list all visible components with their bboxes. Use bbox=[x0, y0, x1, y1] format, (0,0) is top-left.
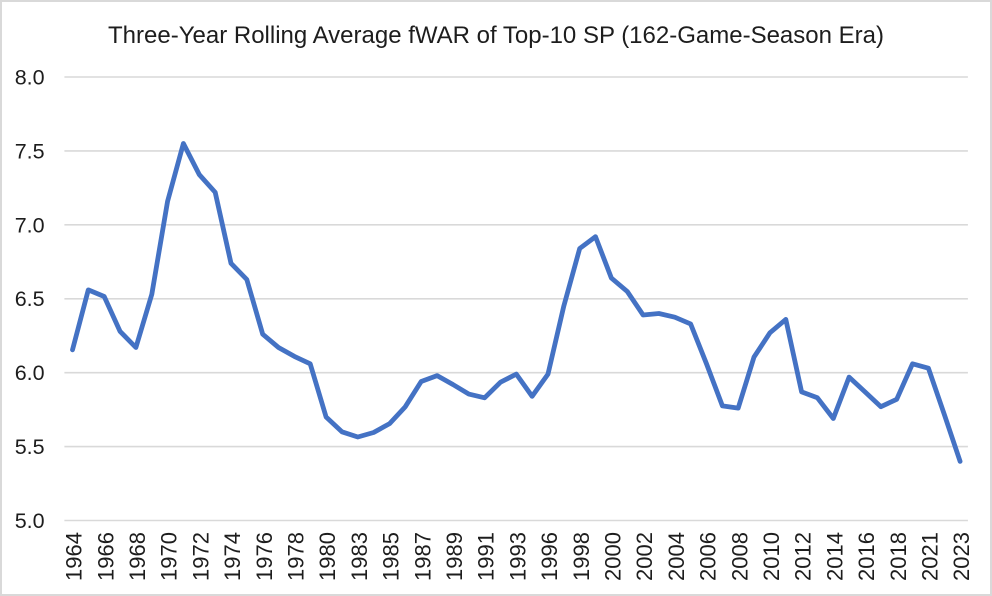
svg-text:2018: 2018 bbox=[886, 532, 911, 581]
svg-text:1989: 1989 bbox=[442, 532, 467, 581]
svg-text:1987: 1987 bbox=[410, 532, 435, 581]
svg-text:1983: 1983 bbox=[347, 532, 372, 581]
svg-text:2000: 2000 bbox=[601, 532, 626, 581]
svg-text:1970: 1970 bbox=[157, 532, 182, 581]
svg-text:2012: 2012 bbox=[791, 532, 816, 581]
svg-text:1976: 1976 bbox=[252, 532, 277, 581]
svg-text:2023: 2023 bbox=[949, 532, 974, 581]
svg-text:1998: 1998 bbox=[569, 532, 594, 581]
svg-text:7.5: 7.5 bbox=[15, 139, 45, 163]
svg-text:1974: 1974 bbox=[220, 532, 245, 581]
svg-text:6.0: 6.0 bbox=[15, 361, 45, 385]
svg-text:2010: 2010 bbox=[759, 532, 784, 581]
svg-text:Three-Year Rolling Average fWA: Three-Year Rolling Average fWAR of Top-1… bbox=[108, 22, 884, 49]
svg-text:1985: 1985 bbox=[379, 532, 404, 581]
svg-text:8.0: 8.0 bbox=[15, 66, 45, 90]
svg-text:2021: 2021 bbox=[918, 532, 943, 581]
svg-text:1972: 1972 bbox=[188, 532, 213, 581]
svg-text:1980: 1980 bbox=[315, 532, 340, 581]
svg-text:1996: 1996 bbox=[537, 532, 562, 581]
svg-text:2016: 2016 bbox=[854, 532, 879, 581]
svg-text:1993: 1993 bbox=[505, 532, 530, 581]
svg-text:7.0: 7.0 bbox=[15, 213, 45, 237]
svg-text:1968: 1968 bbox=[125, 532, 150, 581]
svg-text:1991: 1991 bbox=[474, 532, 499, 581]
svg-text:2008: 2008 bbox=[727, 532, 752, 581]
svg-text:1964: 1964 bbox=[62, 532, 87, 581]
svg-text:5.5: 5.5 bbox=[15, 435, 45, 459]
svg-text:1966: 1966 bbox=[93, 532, 118, 581]
svg-text:2002: 2002 bbox=[632, 532, 657, 581]
svg-text:2004: 2004 bbox=[664, 532, 689, 581]
svg-text:2014: 2014 bbox=[822, 532, 847, 581]
svg-text:1978: 1978 bbox=[284, 532, 309, 581]
svg-text:2006: 2006 bbox=[696, 532, 721, 581]
svg-text:6.5: 6.5 bbox=[15, 287, 45, 311]
svg-text:5.0: 5.0 bbox=[15, 509, 45, 533]
